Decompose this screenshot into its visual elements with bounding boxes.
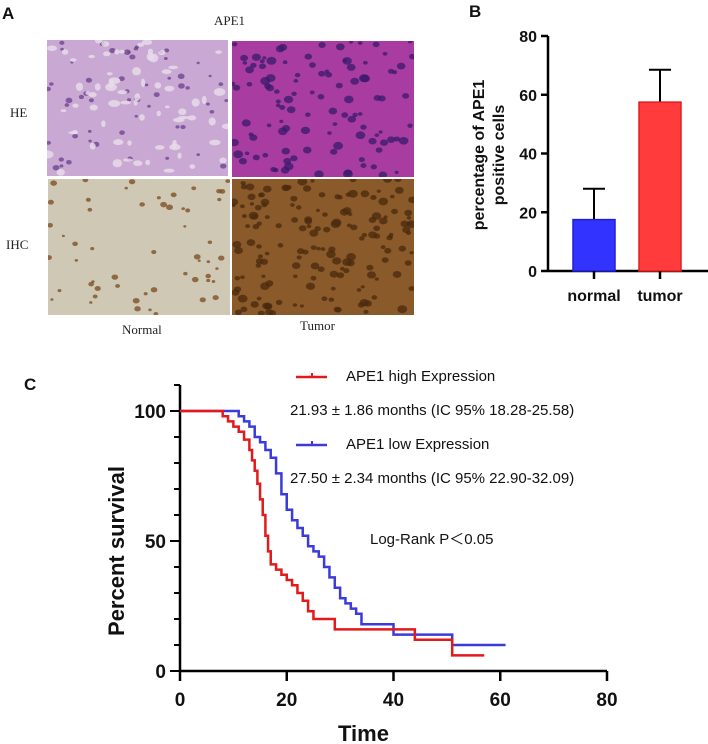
col-label-normal: Normal	[122, 322, 162, 337]
legend-label-high: APE1 high Expression	[346, 368, 496, 385]
svg-text:Percent survival: Percent survival	[104, 466, 129, 636]
he-tumor-image	[232, 41, 414, 177]
svg-text:20: 20	[276, 690, 297, 711]
panel-c-letter: C	[24, 375, 37, 394]
legend-label-low: APE1 low Expression	[346, 436, 490, 453]
svg-text:100: 100	[134, 402, 166, 423]
svg-text:Time: Time	[338, 721, 389, 744]
red-line-marker-icon	[296, 372, 327, 378]
svg-text:80: 80	[519, 29, 537, 46]
stat-high: 21.93 ± 1.86 months (IC 95% 18.28-25.58)	[290, 402, 575, 419]
panel-b-letter: B	[469, 2, 482, 21]
legend-item-low: APE1 low Expression	[296, 436, 489, 453]
svg-text:percentage of APE1: percentage of APE1	[471, 80, 488, 231]
row-label-he: HE	[10, 105, 28, 120]
he-tumor-texture	[232, 41, 414, 177]
row-label-ihc: IHC	[6, 237, 29, 252]
svg-text:50: 50	[145, 532, 166, 553]
he-normal-texture	[47, 40, 228, 176]
svg-text:40: 40	[383, 690, 404, 711]
he-normal-image	[47, 40, 228, 176]
ihc-tumor-image	[232, 179, 414, 315]
blue-line-marker-icon	[296, 440, 327, 446]
legend-item-high: APE1 high Expression	[296, 368, 495, 385]
svg-text:60: 60	[490, 690, 511, 711]
stat-low: 27.50 ± 2.34 months (IC 95% 22.90-32.09)	[290, 470, 575, 487]
svg-text:0: 0	[528, 264, 537, 281]
ihc-tumor-texture	[232, 179, 414, 315]
svg-text:positive cells: positive cells	[491, 105, 508, 206]
ihc-normal-texture	[48, 179, 230, 315]
svg-text:20: 20	[519, 205, 537, 222]
panel-a-title: APE1	[214, 13, 246, 28]
svg-text:40: 40	[519, 147, 537, 164]
bar-chart: 0 20 40 60 80 normal tumor percentage of APE1 po…	[471, 29, 708, 305]
ihc-normal-image	[48, 179, 230, 315]
svg-text:0: 0	[175, 690, 186, 711]
kaplan-meier-chart: 0 50 100 0 20 40 60 80 Time Percent survival	[104, 384, 618, 744]
panel-a-letter: A	[2, 4, 15, 23]
log-rank-annotation: Log-Rank P＜0.05	[370, 531, 494, 548]
svg-text:0: 0	[155, 662, 166, 683]
svg-text:60: 60	[519, 88, 537, 105]
svg-text:80: 80	[596, 690, 617, 711]
svg-text:tumor: tumor	[637, 288, 682, 305]
col-label-tumor: Tumor	[300, 318, 335, 333]
svg-text:normal: normal	[567, 288, 620, 305]
